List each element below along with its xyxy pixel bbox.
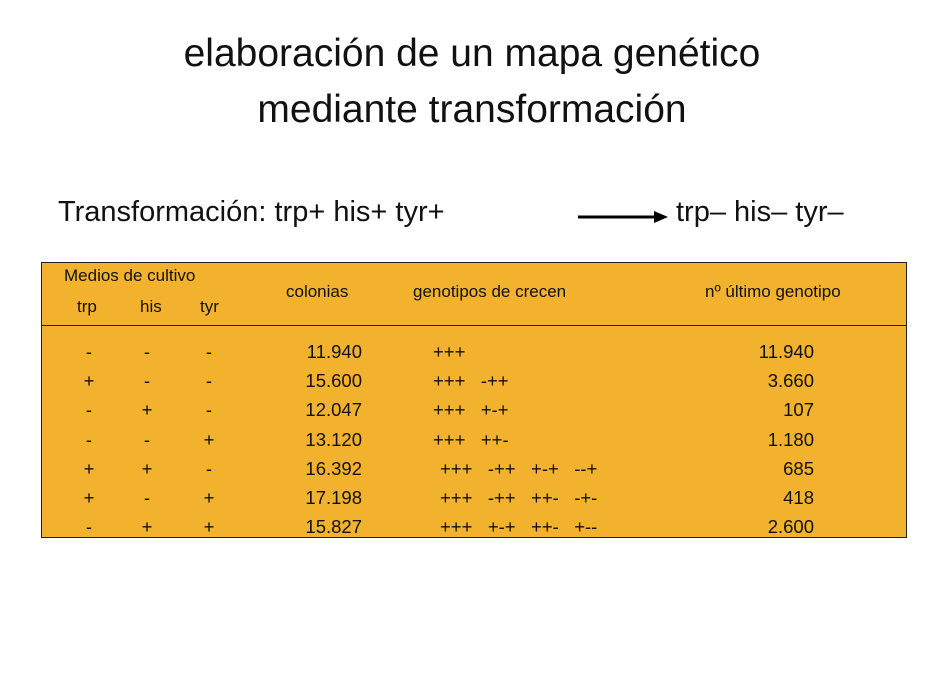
cell-his: - [143,370,151,392]
cell-ultimo-genotipo: 418 [783,487,814,508]
cell-genotipos: +++ +-+ ++- +-- [440,516,598,538]
header-colonias: colonias [286,282,349,301]
page-title-line-2: mediante transformación [257,88,687,131]
cell-his: + [141,399,153,421]
cell-trp: - [85,341,93,362]
cell-trp: - [85,516,93,538]
cell-ultimo-genotipo: 1.180 [767,428,814,450]
cell-genotipos: +++ [433,341,466,362]
cell-colonias: 17.198 [305,487,362,508]
cell-ultimo-genotipo: 685 [783,457,814,479]
cell-trp: - [85,428,93,450]
table-header-divider [41,325,907,326]
cell-his: - [143,487,151,508]
cell-his: + [141,457,153,479]
right-arrow-icon [578,211,668,223]
cell-genotipos: +++ ++- [433,428,509,450]
cell-ultimo-genotipo: 107 [783,399,814,421]
cell-ultimo-genotipo: 11.940 [758,341,814,362]
cell-tyr: - [205,370,213,392]
cell-his: - [143,428,151,450]
cell-colonias: 13.120 [305,428,362,450]
cell-tyr: - [205,457,213,479]
cell-tyr: + [203,516,215,538]
cell-colonias: 12.047 [305,399,362,421]
header-medios-de-cultivo: Medios de cultivo [64,266,196,285]
cell-ultimo-genotipo: 3.660 [767,370,814,392]
transformation-recipient: trp– his– tyr– [676,196,844,228]
cell-trp: + [83,487,95,508]
header-his: his [140,297,162,316]
cell-genotipos: +++ +-+ [433,399,509,421]
cell-trp: - [85,399,93,421]
header-trp: trp [77,297,97,316]
cell-his: + [141,516,153,538]
cell-tyr: - [205,341,213,362]
cell-his: - [143,341,151,362]
cell-colonias: 16.392 [305,457,362,479]
cell-tyr: - [205,399,213,421]
header-genotipos: genotipos de crecen [413,282,567,301]
cell-genotipos: +++ -++ +-+ --+ [440,457,598,479]
cell-trp: + [83,457,95,479]
cell-genotipos: +++ -++ ++- -+- [440,487,598,508]
transformation-donor: Transformación: trp+ his+ tyr+ [58,196,445,228]
results-table [41,262,907,538]
header-tyr: tyr [200,297,219,316]
cell-colonias: 15.827 [305,516,362,538]
cell-colonias: 15.600 [305,370,362,392]
cell-colonias: 11.940 [306,341,362,362]
cell-genotipos: +++ -++ [433,370,509,392]
header-ultimo-genotipo: nº último genotipo [705,282,841,301]
page-title-line-1: elaboración de un mapa genético [183,32,761,75]
cell-ultimo-genotipo: 2.600 [767,516,814,538]
cell-tyr: + [203,428,215,450]
cell-tyr: + [203,487,215,508]
cell-trp: + [83,370,95,392]
